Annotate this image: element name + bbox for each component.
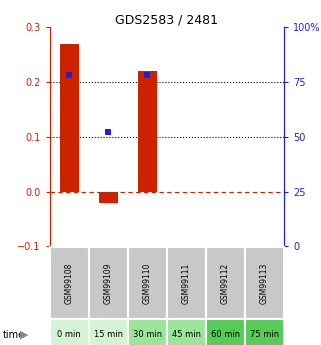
Text: GSM99112: GSM99112	[221, 262, 230, 304]
Text: 60 min: 60 min	[211, 330, 240, 339]
Text: GSM99108: GSM99108	[65, 262, 74, 304]
Bar	[99, 191, 118, 203]
Title: GDS2583 / 2481: GDS2583 / 2481	[116, 13, 218, 26]
Text: GSM99109: GSM99109	[104, 262, 113, 304]
Bar	[245, 247, 284, 319]
Text: 0 min: 0 min	[57, 330, 81, 339]
Bar	[206, 319, 245, 345]
Bar	[50, 247, 89, 319]
Bar	[128, 247, 167, 319]
Bar	[128, 319, 167, 345]
Bar	[167, 319, 206, 345]
Text: 45 min: 45 min	[172, 330, 201, 339]
Text: GSM99110: GSM99110	[143, 262, 152, 304]
Bar	[206, 247, 245, 319]
Text: 30 min: 30 min	[133, 330, 162, 339]
Text: ▶: ▶	[20, 330, 28, 339]
Text: 75 min: 75 min	[250, 330, 279, 339]
Bar	[245, 319, 284, 345]
Text: GSM99111: GSM99111	[182, 262, 191, 304]
Text: 15 min: 15 min	[94, 330, 123, 339]
Bar	[59, 44, 79, 191]
Text: GSM99113: GSM99113	[260, 262, 269, 304]
Text: time: time	[3, 330, 25, 339]
Bar	[138, 71, 157, 191]
Bar	[89, 247, 128, 319]
Bar	[167, 247, 206, 319]
Bar	[89, 319, 128, 345]
Bar	[50, 319, 89, 345]
